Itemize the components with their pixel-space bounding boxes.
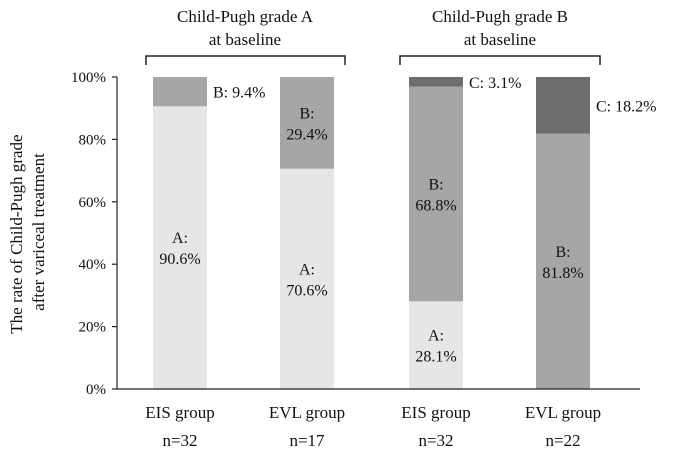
category-label: EIS group — [401, 403, 470, 422]
segment-label-b: B: 9.4% — [213, 85, 265, 102]
category-n-label: n=32 — [418, 431, 453, 450]
segment-label-line: C: 3.1% — [469, 75, 521, 92]
y-axis-title-line-2: after variceal treatment — [29, 153, 48, 311]
y-axis: 0% 20% 40% 60% 80% 100% — [71, 70, 117, 398]
y-tick-label: 0% — [86, 382, 106, 398]
segment-label-a: A: 90.6% — [159, 230, 200, 268]
segment-label-line: 90.6% — [159, 251, 200, 268]
category-n-label: n=17 — [289, 431, 325, 450]
group-title-a-line-2: at baseline — [209, 30, 281, 49]
group-title-a-line-1: Child-Pugh grade A — [177, 7, 314, 26]
bar-segment-a — [280, 168, 334, 389]
y-tick-label: 20% — [79, 320, 107, 336]
segment-label-line: 70.6% — [286, 282, 327, 299]
y-axis-title: The rate of Child-Pugh grade after varic… — [7, 130, 48, 333]
y-tick-label: 100% — [71, 70, 106, 86]
bar-segment-b — [280, 77, 334, 169]
segment-label-line: B: — [555, 244, 570, 261]
category-n-label: n=32 — [162, 431, 197, 450]
segment-label-b: B: 68.8% — [415, 177, 456, 215]
category-labels: EIS group n=32 EVL group n=17 EIS group n=32 E… — [145, 403, 601, 450]
segment-label-a: A: 70.6% — [286, 261, 327, 299]
segment-label-line: A: — [172, 230, 188, 247]
segment-label-a: A: 28.1% — [415, 328, 456, 366]
bars — [153, 77, 590, 389]
segment-label-line: 29.4% — [286, 126, 327, 143]
bar-segment-a — [409, 301, 463, 389]
segment-label-line: 28.1% — [415, 349, 456, 366]
bar-segment-b — [536, 133, 590, 389]
segment-label-line: B: — [428, 177, 443, 194]
segment-label-line: B: — [299, 105, 314, 122]
group-title-b-line-2: at baseline — [464, 30, 536, 49]
bar-segment-b — [153, 77, 207, 107]
segment-label-line: C: 18.2% — [596, 98, 656, 115]
segment-label-line: A: — [428, 328, 444, 345]
y-tick-label: 80% — [79, 132, 107, 148]
category-n-label: n=22 — [545, 431, 580, 450]
category-label: EVL group — [269, 403, 345, 422]
bar-segment-b — [409, 86, 463, 302]
y-axis-title-line-1: The rate of Child-Pugh grade — [7, 135, 26, 334]
group-bracket-b — [399, 55, 601, 65]
segment-label-c: C: 3.1% — [469, 75, 521, 92]
bar-segment-c — [409, 77, 463, 87]
group-bracket-a — [145, 55, 346, 65]
y-tick-label: 40% — [79, 257, 107, 273]
group-title-b-line-1: Child-Pugh grade B — [432, 7, 568, 26]
segment-labels: A: 90.6% B: 9.4% A: 70.6% B: 29.4% A: 28.1% B: 68.… — [159, 75, 656, 366]
segment-label-line: A: — [299, 261, 315, 278]
category-label: EVL group — [525, 403, 601, 422]
segment-label-b: B: 29.4% — [286, 105, 327, 143]
segment-label-line: 81.8% — [542, 265, 583, 282]
segment-label-c: C: 18.2% — [596, 98, 656, 115]
segment-label-line: B: 9.4% — [213, 85, 265, 102]
y-tick-label: 60% — [79, 195, 107, 211]
bar-segment-a — [153, 106, 207, 389]
bar-segment-c — [536, 77, 590, 134]
segment-label-line: 68.8% — [415, 198, 456, 215]
category-label: EIS group — [145, 403, 214, 422]
segment-label-b: B: 81.8% — [542, 244, 583, 282]
